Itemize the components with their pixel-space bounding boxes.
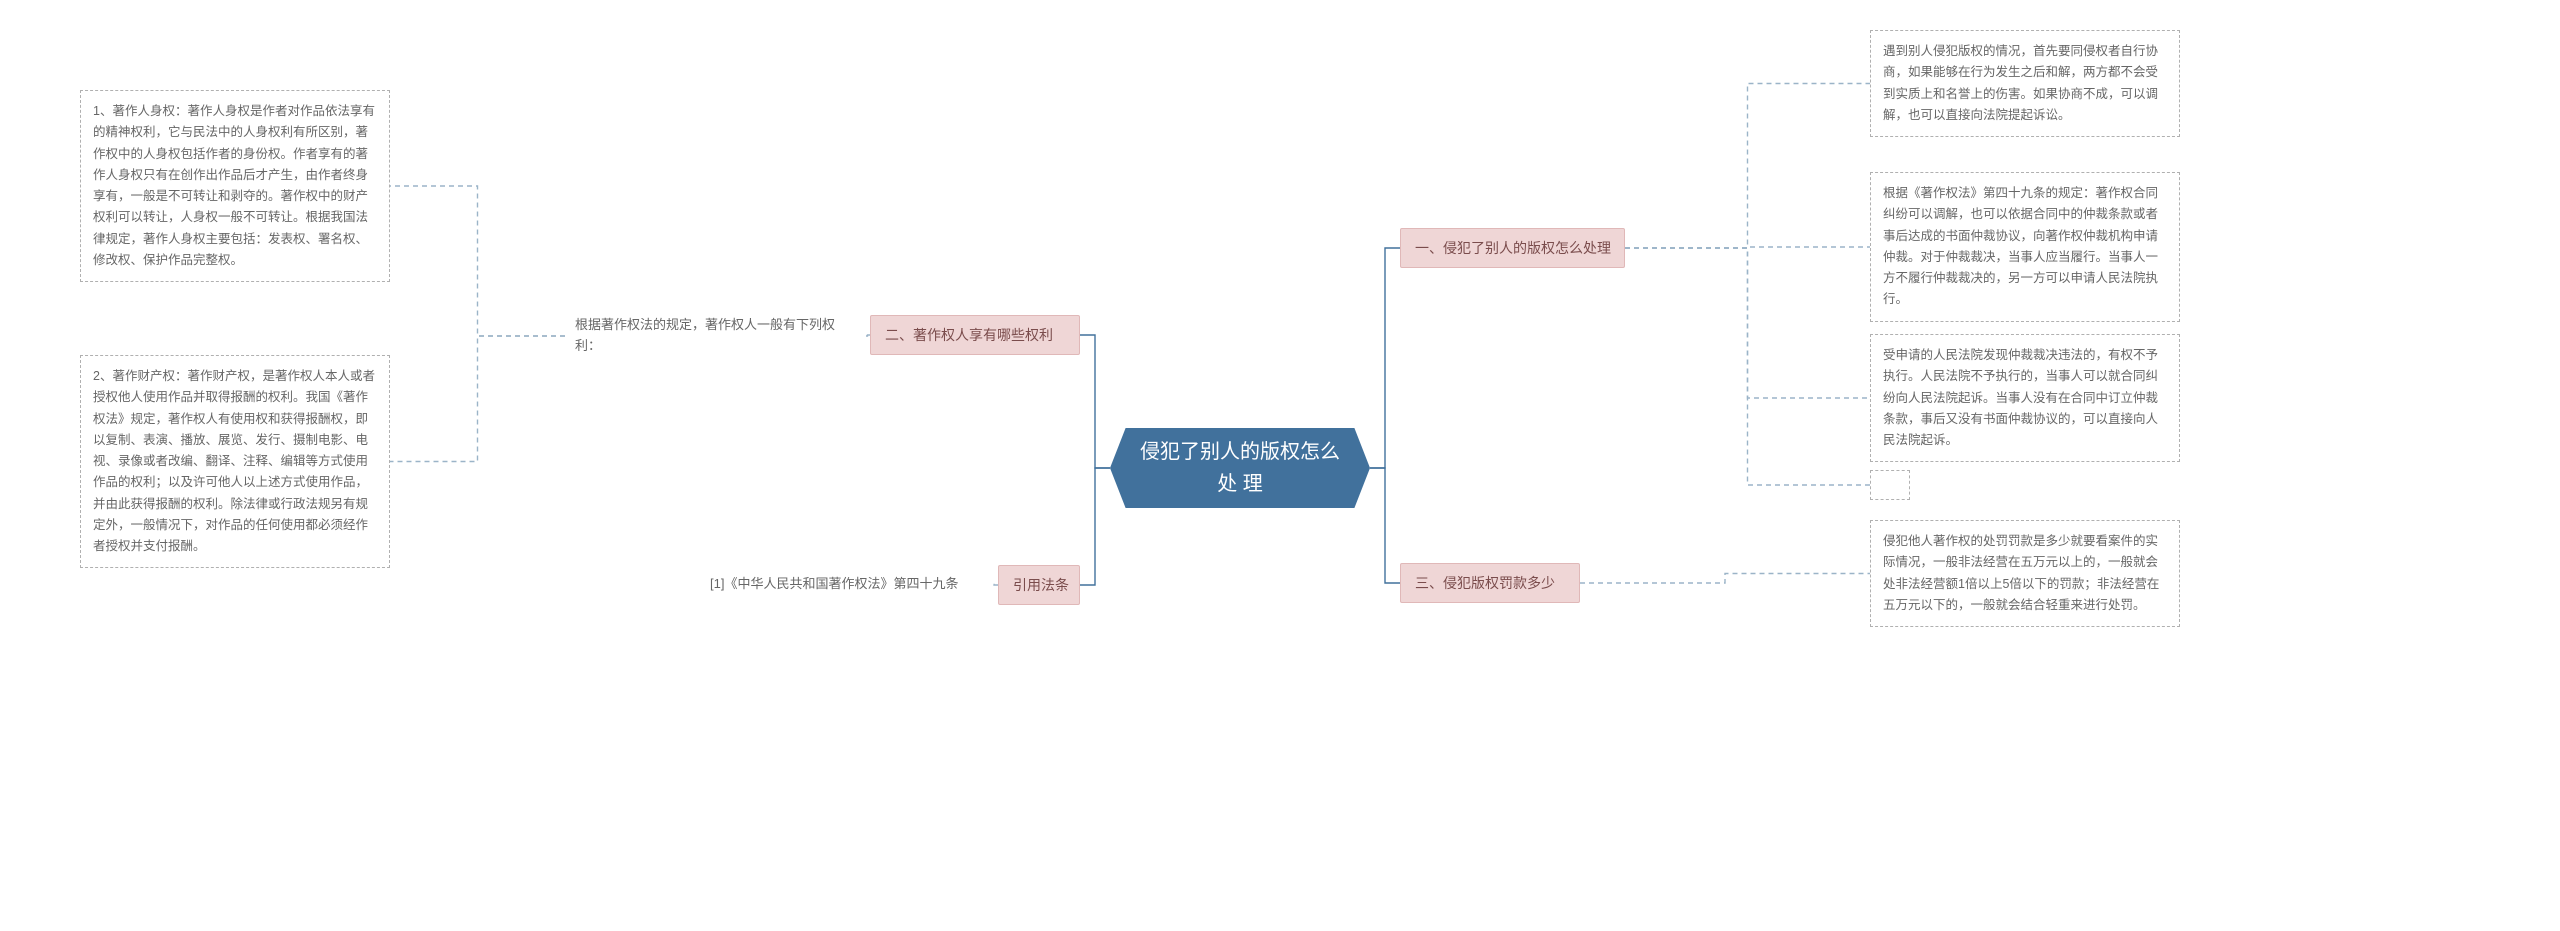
branch-cite: 引用法条 (998, 565, 1080, 605)
center-node: 侵犯了别人的版权怎么处 理 (1110, 428, 1370, 508)
leaf-rights-2: 2、著作财产权：著作财产权，是著作权人本人或者授权他人使用作品并取得报酬的权利。… (80, 355, 390, 568)
leaf-handle-1: 遇到别人侵犯版权的情况，首先要同侵权者自行协商，如果能够在行为发生之后和解，两方… (1870, 30, 2180, 137)
leaf-handle-empty (1870, 470, 1910, 500)
leaf-handle-2: 根据《著作权法》第四十九条的规定：著作权合同纠纷可以调解，也可以依据合同中的仲裁… (1870, 172, 2180, 322)
branch-handle: 一、侵犯了别人的版权怎么处理 (1400, 228, 1625, 268)
branch-rights: 二、著作权人享有哪些权利 (870, 315, 1080, 355)
branch-penalty: 三、侵犯版权罚款多少 (1400, 563, 1580, 603)
leaf-handle-3: 受申请的人民法院发现仲裁裁决违法的，有权不予执行。人民法院不予执行的，当事人可以… (1870, 334, 2180, 462)
branch-rights-sub: 根据著作权法的规定，著作权人一般有下列权利： (565, 309, 865, 363)
leaf-rights-1: 1、著作人身权：著作人身权是作者对作品依法享有的精神权利，它与民法中的人身权利有… (80, 90, 390, 282)
leaf-cite: [1]《中华人民共和国著作权法》第四十九条 (700, 568, 990, 601)
leaf-penalty: 侵犯他人著作权的处罚罚款是多少就要看案件的实际情况，一般非法经营在五万元以上的，… (1870, 520, 2180, 627)
